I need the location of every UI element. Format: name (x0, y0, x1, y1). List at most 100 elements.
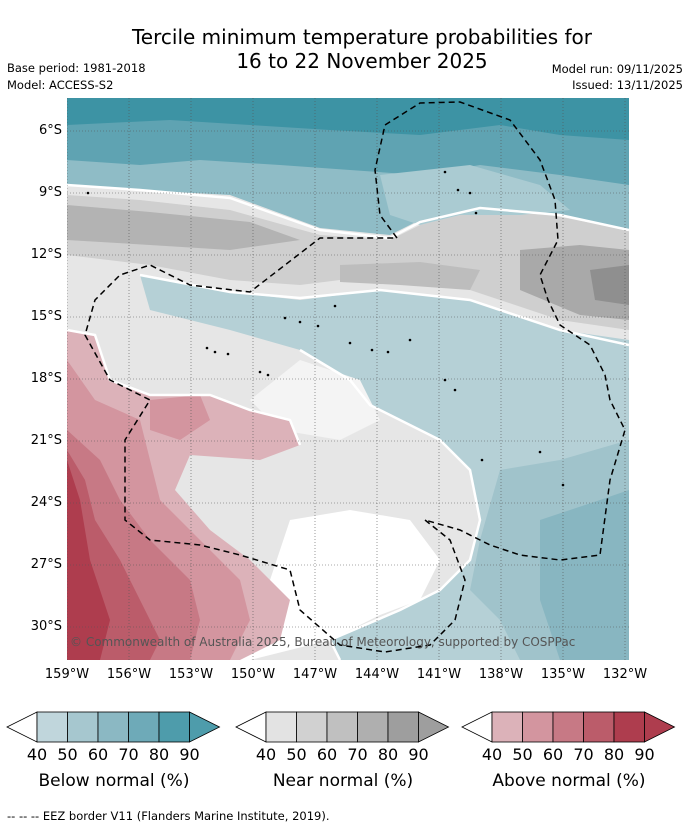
colorbar-high-extension (644, 711, 676, 743)
near-normal-band-core (590, 265, 629, 305)
issued-label: Issued: 13/11/2025 (572, 78, 683, 92)
longitude-tick-label: 156°W (106, 667, 152, 682)
above-normal-region-top (150, 395, 210, 440)
colorbar-tick-label: 60 (87, 745, 109, 764)
island-dot (266, 373, 270, 377)
latitude-tick-label: 24°S (30, 495, 62, 510)
island-dot (226, 352, 230, 356)
longitude-tick-label: 159°W (44, 667, 90, 682)
eez-border-south (84, 237, 466, 653)
map-credit: © Commonwealth of Australia 2025, Bureau… (70, 635, 576, 649)
eez-border-east (374, 101, 626, 561)
colorbar-tick-label: 80 (377, 745, 399, 764)
colorbar-low-extension (461, 711, 493, 743)
island-dot (453, 388, 457, 392)
island-dot (480, 458, 484, 462)
colorbar-segment (357, 711, 389, 743)
island-dot (348, 341, 352, 345)
below-normal-north-band-light (380, 165, 570, 225)
colorbar-segment (158, 711, 190, 743)
colorbar-segment (326, 711, 358, 743)
longitude-tick-label: 141°W (416, 667, 462, 682)
colorbar-low-extension (6, 711, 38, 743)
colorbar-tick-label: 60 (316, 745, 338, 764)
longitude-tick-label: 153°W (168, 667, 214, 682)
chart-title-line-1: Tercile minimum temperature probabilitie… (131, 25, 593, 49)
island-dot (474, 211, 478, 215)
colorbar-segment (491, 711, 523, 743)
colorbar-segment (67, 711, 99, 743)
colorbar-tick-label: 90 (408, 745, 429, 764)
near-normal-band-70 (67, 205, 300, 250)
latitude-tick-label: 15°S (30, 309, 62, 324)
map-gridlines (67, 98, 629, 660)
island-dot (298, 320, 302, 324)
island-dot (561, 483, 565, 487)
base-period-label: Base period: 1981-2018 (7, 61, 146, 75)
colorbar-tick-label: 70 (118, 745, 139, 764)
colorbar-segment (552, 711, 584, 743)
island-dot (86, 191, 90, 195)
island-dot (443, 170, 447, 174)
longitude-tick-label: 138°W (478, 667, 524, 682)
colorbar-tick-label: 80 (148, 745, 170, 764)
model-label: Model: ACCESS-S2 (7, 78, 114, 92)
colorbar-high-extension (418, 711, 450, 743)
latitude-tick-label: 9°S (38, 185, 62, 200)
colorbar-tick-label: 40 (255, 745, 277, 764)
category-boundary-east (299, 348, 482, 660)
colorbar-tick-label: 50 (57, 745, 78, 764)
colorbar-tick-label: 90 (179, 745, 200, 764)
colorbar-tick-label: 40 (26, 745, 48, 764)
colorbar-tick-label: 70 (573, 745, 594, 764)
island-dot (456, 188, 460, 192)
longitude-tick-label: 135°W (540, 667, 586, 682)
colorbar-tick-label: 50 (512, 745, 533, 764)
category-boundary-mid (139, 273, 629, 347)
map-fill-regions (67, 98, 629, 660)
colorbar-tick-label: 70 (347, 745, 368, 764)
colorbar-segment (97, 711, 129, 743)
island-dot (408, 338, 412, 342)
island-dot (443, 378, 447, 382)
island-dot (333, 304, 337, 308)
island-markers (86, 170, 565, 487)
colorbar-segment (387, 711, 419, 743)
near-normal-label: Near normal (%) (272, 771, 414, 791)
colorbar-high-extension (189, 711, 221, 743)
island-dot (205, 346, 209, 350)
colorbar-tick-label: 60 (542, 745, 564, 764)
island-dot (538, 450, 542, 454)
category-boundary-south (67, 328, 302, 446)
colorbars (6, 711, 676, 743)
colorbar-tick-label: 90 (634, 745, 655, 764)
island-dot (316, 324, 320, 328)
longitude-tick-label: 150°W (230, 667, 276, 682)
chart-title-line-2: 16 to 22 November 2025 (236, 49, 488, 73)
colorbar-tick-label: 50 (286, 745, 307, 764)
colorbar-segment (36, 711, 68, 743)
island-dot (258, 370, 262, 374)
colorbar-segment (522, 711, 554, 743)
above-normal-label: Above normal (%) (492, 771, 646, 791)
latitude-tick-label: 27°S (30, 557, 62, 572)
island-dot (468, 191, 472, 195)
latitude-tick-label: 30°S (30, 619, 62, 634)
island-dot (213, 350, 217, 354)
colorbar-segment (296, 711, 328, 743)
latitude-tick-label: 12°S (30, 247, 62, 262)
island-dot (386, 350, 390, 354)
model-run-label: Model run: 09/11/2025 (551, 62, 683, 76)
colorbar-low-extension (235, 711, 267, 743)
longitude-tick-label: 132°W (602, 667, 648, 682)
colorbar-segment (265, 711, 297, 743)
colorbar-segment (583, 711, 615, 743)
colorbar-tick-label: 80 (603, 745, 625, 764)
below-normal-label: Below normal (%) (38, 771, 190, 791)
colorbar-tick-label: 40 (481, 745, 503, 764)
longitude-tick-label: 147°W (292, 667, 338, 682)
below-normal-region-60 (540, 490, 629, 660)
latitude-tick-label: 6°S (38, 123, 62, 138)
colorbar-segment (128, 711, 160, 743)
